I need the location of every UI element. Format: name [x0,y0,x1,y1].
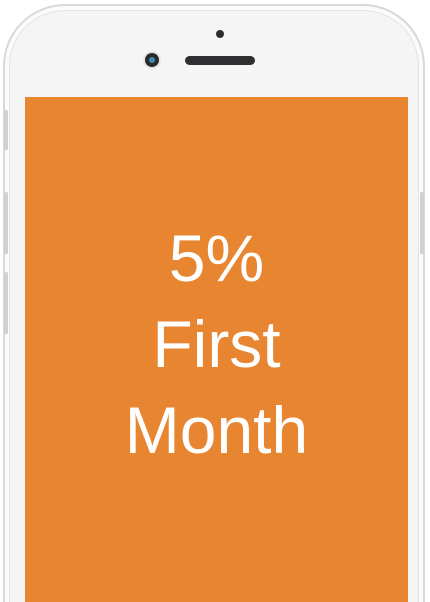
phone-screen: 5% First Month [25,97,408,602]
promo-month: Month [124,393,309,467]
power-button [420,192,424,254]
front-camera-icon [145,53,159,67]
promo-first: First [152,307,281,381]
volume-down-button [4,272,8,334]
volume-up-button [4,192,8,254]
mute-switch [4,110,8,150]
earpiece-speaker [185,56,255,65]
promo-percent: 5% [168,221,265,295]
proximity-sensor [216,30,224,38]
